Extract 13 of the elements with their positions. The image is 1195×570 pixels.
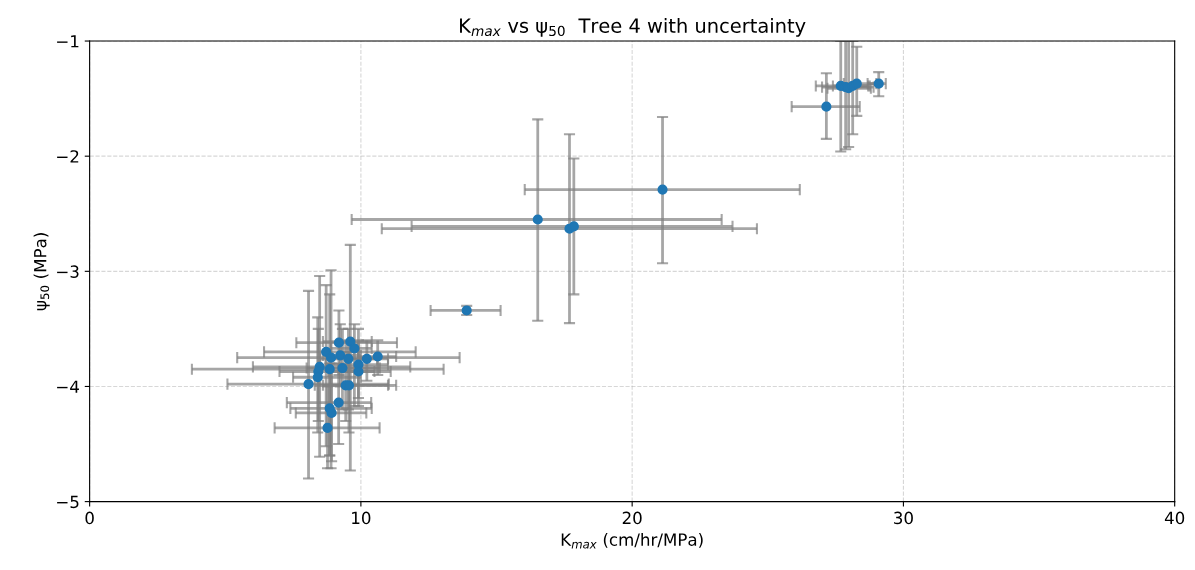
x-tick-label: 30 bbox=[894, 511, 913, 525]
chart-title: K$_{max}$ vs ψ$_{50}$ Tree 4 with uncertainty bbox=[460, 17, 806, 37]
x-axis-title: K$_{max}$ (cm/hr/MPa) bbox=[561, 533, 703, 549]
x-tick-label: 40 bbox=[1164, 511, 1185, 525]
y-tick-label: −4 bbox=[57, 380, 79, 393]
x-tick-label: 10 bbox=[352, 511, 371, 525]
y-tick-label: −2 bbox=[57, 150, 79, 163]
y-tick-label: −5 bbox=[57, 495, 79, 509]
y-axis-title: ψ$_{50}$ (MPa) bbox=[33, 233, 50, 311]
x-tick-label: 20 bbox=[622, 511, 642, 525]
y-tick-label: −3 bbox=[57, 265, 79, 278]
x-tick-label: 0 bbox=[85, 511, 94, 525]
y-tick-label: −1 bbox=[57, 35, 79, 48]
